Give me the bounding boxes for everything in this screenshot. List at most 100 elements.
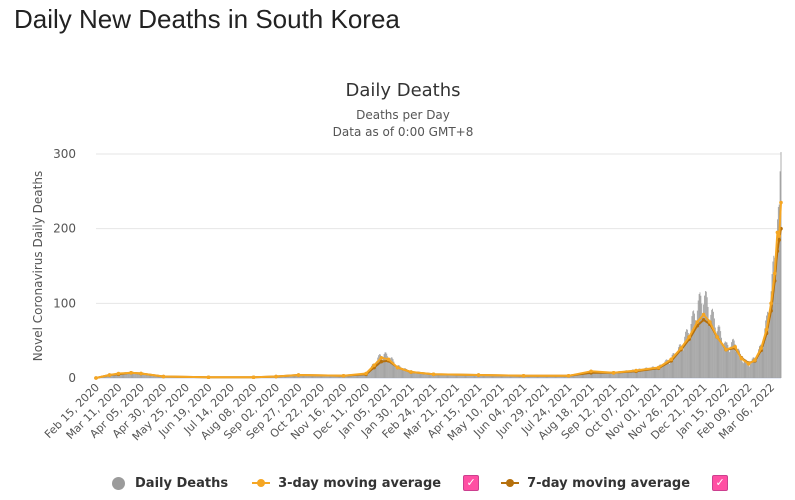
- series-point: [116, 371, 121, 376]
- daily-deaths-bar: [590, 371, 592, 378]
- daily-deaths-bar: [360, 373, 362, 378]
- daily-deaths-bar: [771, 274, 773, 378]
- legend-label: Daily Deaths: [135, 475, 229, 491]
- series-point: [251, 375, 256, 380]
- daily-deaths-bar: [608, 373, 610, 378]
- daily-deaths-bar: [556, 375, 558, 378]
- daily-deaths-bar: [669, 360, 671, 378]
- daily-deaths-bar: [723, 342, 725, 378]
- daily-deaths-bar: [583, 373, 585, 378]
- daily-deaths-bar: [292, 374, 294, 378]
- daily-deaths-bar: [716, 331, 718, 378]
- daily-deaths-bar: [125, 372, 127, 378]
- grid-lines: [96, 153, 781, 379]
- checkbox-3-day-average[interactable]: ✓: [463, 475, 480, 491]
- daily-deaths-bar: [542, 376, 543, 378]
- series-point: [129, 370, 133, 375]
- daily-deaths-bar: [674, 354, 676, 378]
- daily-deaths-bar: [779, 171, 781, 378]
- daily-deaths-bar: [387, 356, 389, 378]
- daily-deaths-bar: [592, 370, 594, 378]
- daily-deaths-bar: [599, 371, 601, 378]
- daily-deaths-bar: [463, 374, 465, 378]
- daily-deaths-bar: [577, 373, 578, 378]
- daily-deaths-bar: [706, 297, 708, 378]
- daily-deaths-bar: [643, 369, 645, 378]
- daily-deaths-bar: [392, 359, 394, 378]
- y-tick-label: 100: [53, 296, 76, 310]
- daily-deaths-bar: [447, 374, 449, 378]
- daily-deaths-bar: [761, 345, 763, 378]
- daily-deaths-bar: [739, 350, 740, 378]
- daily-deaths-bar: [705, 291, 707, 378]
- daily-deaths-bar: [516, 375, 518, 378]
- daily-deaths-bar: [317, 374, 319, 378]
- legend-item-3-day-average[interactable]: 3-day moving average: [252, 476, 441, 491]
- series-point: [769, 301, 773, 306]
- daily-deaths-bar: [667, 359, 668, 378]
- daily-deaths-bar: [376, 360, 378, 378]
- daily-deaths-bar: [677, 347, 679, 378]
- daily-deaths-bar: [588, 373, 590, 378]
- daily-deaths-bar: [321, 375, 323, 378]
- daily-deaths-bar: [500, 375, 502, 378]
- daily-deaths-bar: [649, 370, 650, 378]
- daily-deaths-bar: [108, 375, 110, 378]
- bar-series-daily-deaths[interactable]: [96, 152, 782, 378]
- daily-deaths-bar: [490, 374, 492, 378]
- daily-deaths-bar: [731, 339, 733, 378]
- daily-deaths-bar: [451, 373, 452, 378]
- line-marker-icon: [252, 479, 271, 487]
- daily-deaths-bar: [438, 373, 440, 378]
- daily-deaths-bar: [624, 370, 626, 378]
- legend-item-7-day-average[interactable]: 7-day moving average: [501, 476, 690, 491]
- daily-deaths-bar: [362, 373, 364, 378]
- daily-deaths-bar: [481, 375, 483, 378]
- checkbox-7-day-average[interactable]: ✓: [712, 475, 729, 491]
- daily-deaths-bar: [499, 374, 501, 378]
- daily-deaths-bar: [742, 363, 744, 378]
- daily-deaths-bar: [740, 353, 741, 378]
- moving-average-lines[interactable]: [94, 200, 783, 380]
- daily-deaths-bar: [741, 361, 743, 378]
- y-tick-label: 200: [53, 222, 76, 236]
- daily-deaths-bar: [446, 374, 448, 378]
- daily-deaths-bar: [650, 367, 652, 378]
- daily-deaths-bar: [123, 372, 125, 378]
- chart-subtitle-date: Data as of 0:00 GMT+8: [333, 125, 474, 139]
- daily-deaths-bar: [116, 373, 118, 378]
- daily-deaths-bar: [656, 368, 658, 378]
- daily-deaths-bar: [439, 373, 441, 378]
- daily-deaths-bar: [704, 291, 706, 378]
- series-point: [206, 375, 211, 380]
- legend-item-daily-deaths[interactable]: Daily Deaths: [112, 476, 228, 491]
- daily-deaths-bar: [370, 367, 371, 378]
- daily-deaths-bar: [378, 355, 380, 378]
- daily-deaths-bar: [774, 257, 776, 378]
- daily-deaths-bar: [335, 376, 336, 378]
- daily-deaths-bar: [397, 365, 398, 378]
- daily-deaths-bar: [449, 374, 451, 378]
- daily-deaths-bar: [355, 374, 357, 378]
- series-point: [379, 359, 384, 364]
- daily-deaths-bar: [711, 309, 713, 378]
- daily-deaths-bar: [488, 375, 490, 378]
- daily-deaths-bar: [769, 308, 771, 378]
- daily-deaths-bar: [634, 370, 636, 378]
- daily-deaths-bar: [756, 358, 758, 378]
- daily-deaths-bar: [302, 375, 304, 378]
- daily-deaths-bar: [530, 375, 532, 378]
- daily-deaths-bar: [717, 326, 719, 378]
- daily-deaths-bar: [458, 374, 460, 378]
- daily-deaths-bar: [672, 353, 674, 378]
- daily-deaths-bar: [311, 374, 313, 378]
- daily-deaths-bar: [736, 350, 738, 378]
- daily-deaths-bar: [710, 314, 712, 378]
- daily-deaths-bar: [130, 371, 132, 378]
- daily-deaths-bar: [318, 374, 320, 378]
- y-axis-ticks: 0 100 200 300: [53, 147, 76, 385]
- daily-deaths-bar: [555, 376, 557, 378]
- daily-deaths-bar: [584, 372, 586, 378]
- daily-deaths-bar: [693, 310, 695, 378]
- daily-deaths-bar: [470, 374, 471, 378]
